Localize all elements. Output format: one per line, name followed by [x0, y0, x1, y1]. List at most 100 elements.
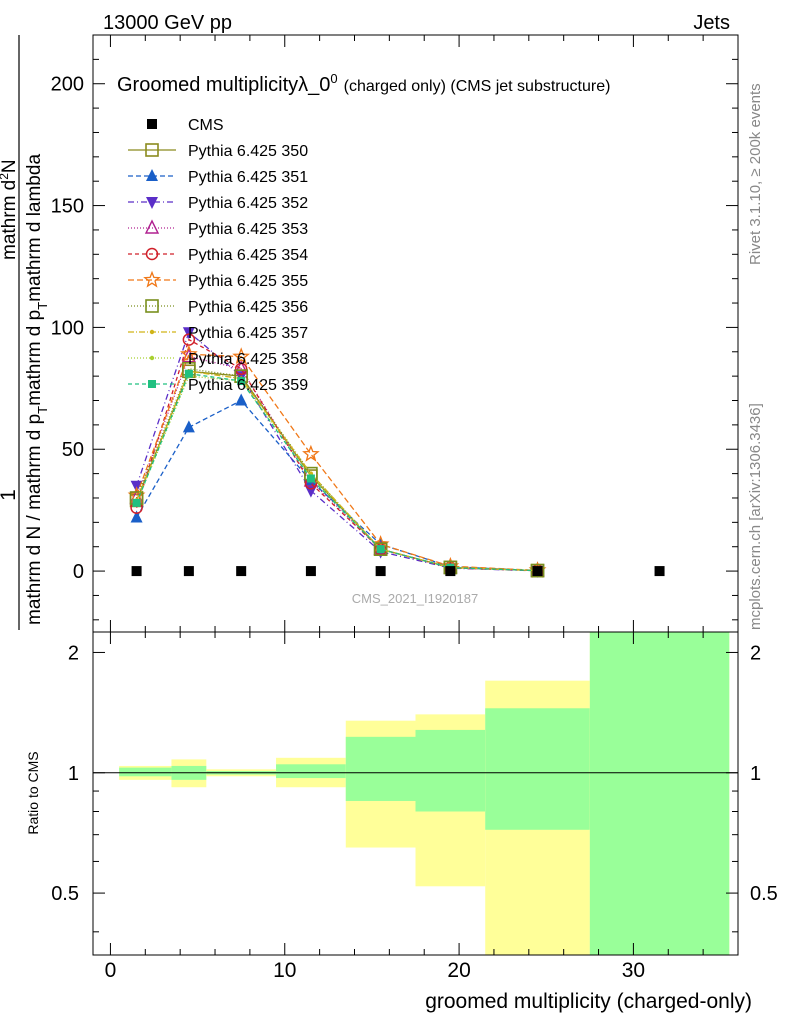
legend-marker [149, 355, 155, 361]
legend-item: Pythia 6.425 351 [128, 169, 308, 186]
cms-point [236, 566, 247, 577]
main-y-tick-label: 100 [51, 317, 84, 339]
series-point [182, 420, 195, 433]
series-point [306, 474, 315, 483]
legend-marker [148, 380, 156, 388]
x-axis-label: groomed multiplicity (charged-only) [425, 990, 752, 1013]
legend-marker [144, 219, 160, 234]
legend-marker [149, 329, 155, 335]
legend-marker [145, 299, 159, 313]
ylabel-denominator-text: mathrm d N / mathrm d pTmathrm d pTmathr… [24, 154, 50, 625]
legend-item: Pythia 6.425 355 [128, 270, 308, 290]
ylabel-numerator-text: mathrm d2N [0, 159, 20, 260]
legend-label: CMS [188, 117, 224, 134]
legend-item-cms: CMS [147, 117, 224, 134]
series-line [135, 370, 538, 572]
ratio-band-green [345, 736, 416, 801]
series-point [302, 444, 320, 462]
series-point [179, 344, 198, 362]
series-point [184, 369, 193, 378]
legend-item: Pythia 6.425 352 [128, 195, 308, 212]
legend-marker [145, 247, 159, 261]
x-tick-label: 0 [105, 959, 117, 982]
series-line [135, 370, 538, 572]
legend-item: Pythia 6.425 359 [128, 377, 308, 394]
cms-point [183, 566, 194, 577]
legend-label: Pythia 6.425 355 [188, 273, 308, 290]
ratio-y-tick-labels: 0.5 0.5 1 1 2 2 [51, 642, 778, 905]
ratio-y-tick-label: 0.5 [750, 883, 778, 905]
legend-marker [146, 169, 158, 181]
series-line [135, 375, 538, 572]
ratio-y-tick-label: 1 [68, 763, 79, 785]
series-0 [129, 364, 545, 578]
ratio-y-axis-label: Ratio to CMS [25, 751, 41, 834]
legend-label: Pythia 6.425 350 [188, 143, 308, 160]
cms-point [445, 566, 456, 577]
header-energy-label: 13000 GeV pp [103, 12, 232, 34]
ratio-y-tick-label: 2 [68, 642, 79, 664]
legend-label: Pythia 6.425 358 [188, 351, 308, 368]
legend-label: Pythia 6.425 354 [188, 247, 308, 264]
legend-label: Pythia 6.425 353 [188, 221, 308, 238]
legend: CMS Pythia 6.425 350 Pythia 6.425 351 Pythi… [128, 117, 308, 394]
ratio-band-green [119, 767, 172, 777]
legend-item: Pythia 6.425 353 [128, 219, 308, 238]
series-line [135, 331, 538, 572]
header-category-label: Jets [693, 12, 730, 34]
ratio-band-green [589, 632, 730, 955]
series-point [132, 498, 141, 507]
legend-item: Pythia 6.425 350 [128, 143, 308, 160]
series-9 [132, 369, 542, 575]
main-y-axis-label: 1 mathrm d2N mathrm d N / mathrm d pTmat… [0, 35, 50, 630]
legend-marker [146, 197, 158, 209]
ratio-band-green [485, 708, 590, 830]
series-point [234, 362, 248, 376]
legend-item: Pythia 6.425 356 [128, 299, 308, 316]
ratio-band-green [276, 764, 346, 779]
ratio-plot-frame [92, 631, 739, 956]
main-y-tick-label: 200 [51, 74, 84, 96]
main-y-tick-label: 50 [62, 439, 84, 461]
x-tick-label: 10 [273, 959, 296, 982]
legend-marker [147, 119, 157, 129]
legend-item: Pythia 6.425 358 [128, 351, 308, 368]
series-7 [134, 369, 540, 573]
series-point [182, 327, 195, 340]
main-y-tick-label: 0 [73, 561, 84, 583]
ratio-band-green [415, 729, 486, 812]
series-line [135, 338, 538, 572]
series-line [136, 399, 538, 572]
x-tick-label: 20 [447, 959, 470, 982]
series-line [135, 372, 538, 572]
ratio-y-tick-label: 1 [750, 763, 761, 785]
x-tick-label: 30 [622, 959, 645, 982]
ratio-y-tick-label: 0.5 [51, 883, 79, 905]
series-point [373, 542, 388, 556]
legend-item: Pythia 6.425 354 [128, 247, 308, 264]
series-6 [129, 362, 545, 578]
series-point [237, 377, 246, 386]
legend-label: Pythia 6.425 352 [188, 195, 308, 212]
legend-label: Pythia 6.425 359 [188, 377, 308, 394]
main-axis-ticks [93, 34, 738, 632]
ratio-axis-ticks [93, 632, 738, 955]
cms-point [654, 566, 665, 577]
cms-point [532, 566, 543, 577]
legend-marker [143, 270, 161, 288]
ratio-y-tick-label: 2 [750, 642, 761, 664]
mcplots-source-label: mcplots.cern.ch [arXiv:1306.3436] [747, 403, 764, 630]
cms-data-points [131, 566, 665, 577]
series-point [235, 393, 248, 406]
legend-label: Pythia 6.425 357 [188, 325, 308, 342]
analysis-watermark: CMS_2021_I1920187 [352, 591, 479, 606]
series-1 [130, 393, 544, 576]
cms-point [375, 566, 386, 577]
cms-point [131, 566, 142, 577]
legend-item: Pythia 6.425 357 [128, 325, 308, 342]
cms-point [305, 566, 316, 577]
rivet-version-label: Rivet 3.1.10, ≥ 200k events [747, 83, 764, 265]
series-point [130, 510, 143, 523]
legend-label: Pythia 6.425 356 [188, 299, 308, 316]
